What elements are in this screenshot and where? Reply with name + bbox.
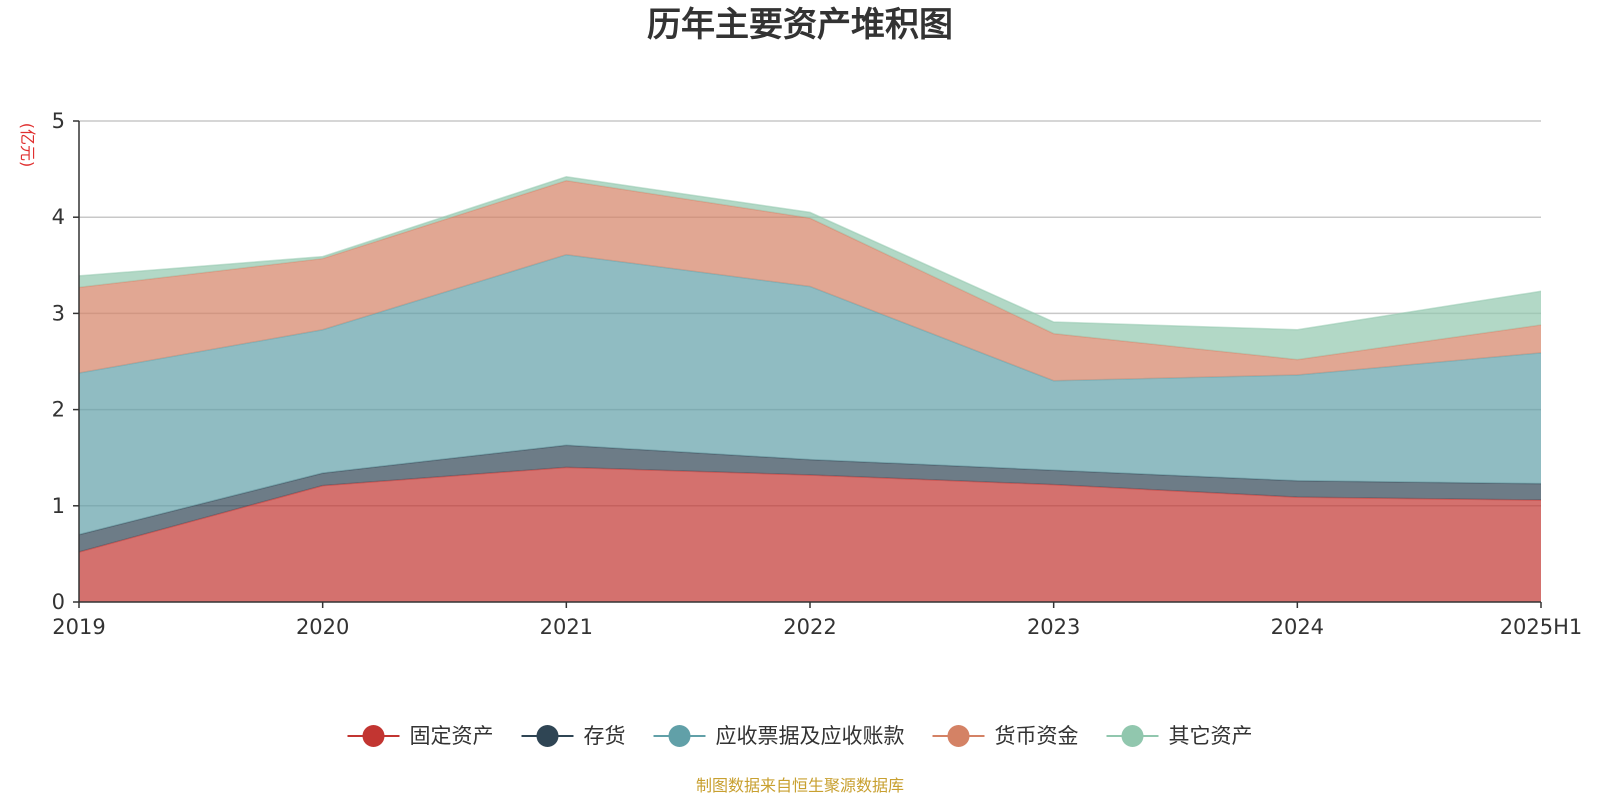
line-series-4 (78, 176, 1542, 331)
legend-label: 货币资金 (995, 724, 1079, 748)
legend-item-3[interactable]: 货币资金 (932, 724, 1079, 748)
y-tick-label: 0 (52, 590, 65, 614)
legend-item-0[interactable]: 固定资产 (347, 724, 494, 748)
legend-label: 存货 (584, 724, 626, 748)
series-areas (78, 176, 1542, 602)
area-series-1 (79, 445, 1541, 552)
y-tick-label: 5 (52, 109, 65, 133)
y-tick-label: 2 (52, 398, 65, 422)
area-series-2 (79, 254, 1541, 535)
legend-marker (668, 725, 691, 747)
legend-marker (536, 725, 559, 747)
legend-label: 其它资产 (1169, 724, 1253, 748)
legend-item-2[interactable]: 应收票据及应收账款 (653, 724, 905, 748)
x-tick-label: 2024 (1271, 615, 1324, 639)
y-tick-label: 4 (52, 205, 65, 229)
y-tick-label: 3 (52, 301, 65, 325)
chart-title: 历年主要资产堆积图 (647, 5, 953, 45)
y-tick-label: 1 (52, 494, 65, 518)
legend-item-4[interactable]: 其它资产 (1106, 724, 1253, 748)
legend-label: 应收票据及应收账款 (716, 724, 905, 748)
legend-marker (947, 725, 970, 747)
x-tick-label: 2025H1 (1500, 615, 1583, 639)
legend[interactable]: 固定资产 存货 应收票据及应收账款 货币资金 其它资产 (347, 724, 1253, 748)
legend-marker (1121, 725, 1144, 747)
axes: 0 1 2 3 4 5 2019 2020 2021 2022 2023 2024 2025H1 (52, 109, 1583, 639)
y-axis-unit-label: (亿元) (18, 123, 37, 168)
area-series-3 (79, 180, 1541, 381)
x-tick-label: 2023 (1027, 615, 1080, 639)
x-tick-label: 2022 (783, 615, 836, 639)
x-tick-label: 2021 (540, 615, 593, 639)
legend-item-1[interactable]: 存货 (521, 724, 626, 748)
area-series-4 (79, 176, 1541, 360)
legend-label: 固定资产 (410, 724, 494, 748)
area-series-0 (79, 467, 1541, 602)
x-tick-label: 2019 (52, 615, 105, 639)
legend-marker (362, 725, 385, 747)
x-tick-label: 2020 (296, 615, 349, 639)
source-note: 制图数据来自恒生聚源数据库 (696, 776, 904, 795)
